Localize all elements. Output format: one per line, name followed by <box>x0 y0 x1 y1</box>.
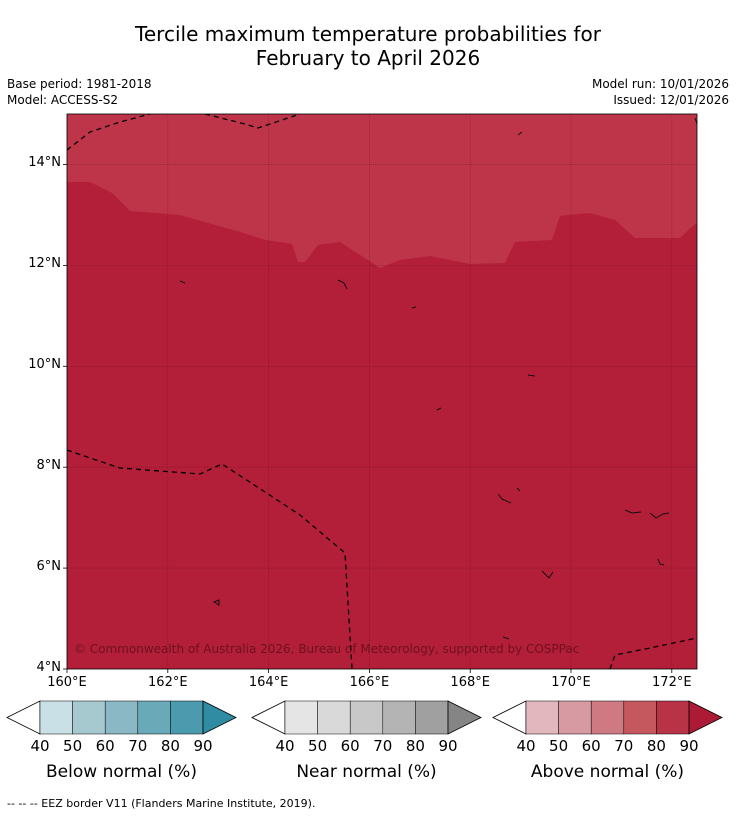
colorbar-title: Below normal (%) <box>46 762 197 782</box>
latitude-label: 10°N <box>28 357 61 373</box>
colorbar-bin <box>656 700 690 735</box>
island-outline <box>212 599 220 606</box>
eez-border-north-west <box>67 114 151 151</box>
above-70-80-region <box>67 114 697 268</box>
latitude-label: 6°N <box>36 559 62 575</box>
colorbar-bin <box>558 700 592 735</box>
latitude-label: 14°N <box>28 155 61 171</box>
colorbar-bin <box>317 700 351 735</box>
colorbar-tick-label: 80 <box>405 737 425 755</box>
longitude-label: 162°E <box>148 675 188 690</box>
island-outline <box>337 279 348 290</box>
longitude-label: 164°E <box>248 675 289 690</box>
colorbars <box>6 700 723 735</box>
longitude-label: 172°E <box>652 675 692 690</box>
island-outline <box>527 374 536 377</box>
colorbar-tick-label: 80 <box>646 737 666 755</box>
latitude-label: 12°N <box>28 256 61 272</box>
eez-border-south-east <box>609 637 697 669</box>
colorbar-extend-high <box>202 700 237 735</box>
base-period: Base period: 1981-2018 <box>7 77 152 91</box>
colorbar-tick-label: 50 <box>549 737 569 755</box>
colorbar-tick-label: 40 <box>275 737 295 755</box>
island-outline <box>657 558 665 566</box>
longitude-label: 160°E <box>47 675 87 690</box>
island-outline <box>411 306 417 309</box>
latitude-label: 4°N <box>36 660 62 675</box>
eez-footnote: -- -- -- EEZ border V11 (Flanders Marine… <box>7 797 316 810</box>
copyright-notice: © Commonwealth of Australia 2026, Bureau… <box>74 642 579 656</box>
colorbar-tick-label: 40 <box>30 737 50 755</box>
longitude-label: 170°E <box>551 675 591 690</box>
meta-right: Model run: 10/01/2026 Issued: 12/01/2026 <box>592 76 729 108</box>
colorbar-tick-label: 90 <box>438 737 458 755</box>
colorbar-bin <box>382 700 416 735</box>
colorbar-tick-label: 60 <box>581 737 601 755</box>
colorbar-extend-low <box>492 700 527 735</box>
colorbar-bin <box>349 700 384 735</box>
island-outline <box>179 280 186 284</box>
island-outline <box>649 512 670 519</box>
title-line-2: February to April 2026 <box>255 46 481 70</box>
island-outline <box>517 131 523 136</box>
eez-border-west <box>67 449 353 669</box>
islands <box>179 117 697 640</box>
colorbar-bin <box>104 700 139 735</box>
model-run: Model run: 10/01/2026 <box>591 77 729 91</box>
colorbar-bin <box>72 700 106 735</box>
meta-left: Base period: 1981-2018 Model: ACCESS-S2 <box>7 76 152 108</box>
colorbar-bin <box>525 700 559 735</box>
colorbar-bin <box>415 700 449 735</box>
colorbar-title: Near normal (%) <box>296 762 437 782</box>
colorbar-extend-high <box>447 700 482 735</box>
colorbar-tick-label: 60 <box>340 737 360 755</box>
island-outline <box>624 509 642 514</box>
colorbar-tick-label: 40 <box>516 737 536 755</box>
colorbar-tick-label: 70 <box>373 737 393 755</box>
graticule <box>67 114 697 669</box>
longitude-label: 168°E <box>450 675 490 690</box>
map-frame <box>66 113 698 670</box>
colorbar-tick-label: 90 <box>679 737 699 755</box>
colorbar-bin <box>623 700 657 735</box>
colorbar-tick-label: 70 <box>128 737 148 755</box>
colorbar-extend-low <box>251 700 286 735</box>
issued-date: Issued: 12/01/2026 <box>613 93 729 107</box>
colorbar-bin <box>284 700 318 735</box>
island-outline <box>436 407 442 411</box>
title-line-1: Tercile maximum temperature probabilitie… <box>135 22 601 46</box>
island-outline <box>502 636 510 640</box>
map-plot-area: © Commonwealth of Australia 2026, Bureau… <box>67 114 697 669</box>
eez-border-north-mid <box>204 114 301 129</box>
island-outline <box>516 487 521 492</box>
model-name: Model: ACCESS-S2 <box>7 93 119 107</box>
colorbar-bin <box>39 700 73 735</box>
latitude-label: 8°N <box>36 458 62 474</box>
colorbar-bin <box>137 700 171 735</box>
colorbar-extend-high <box>688 700 723 735</box>
eez-borders <box>67 114 697 669</box>
colorbar-tick-label: 50 <box>308 737 328 755</box>
island-outline <box>497 493 512 504</box>
colorbar-tick-label: 80 <box>160 737 180 755</box>
chart-title: Tercile maximum temperature probabilitie… <box>0 22 736 70</box>
axis-ticks <box>63 164 673 673</box>
colorbar-tick-label: 60 <box>95 737 115 755</box>
longitude-label: 166°E <box>349 675 390 690</box>
colorbar-tick-label: 50 <box>63 737 83 755</box>
colorbar-bin <box>170 700 204 735</box>
colorbar-bin <box>590 700 625 735</box>
colorbar-tick-label: 90 <box>193 737 213 755</box>
island-outline <box>541 570 554 579</box>
colorbar-title: Above normal (%) <box>530 762 685 782</box>
colorbar-tick-label: 70 <box>614 737 634 755</box>
colorbar-extend-low <box>6 700 41 735</box>
